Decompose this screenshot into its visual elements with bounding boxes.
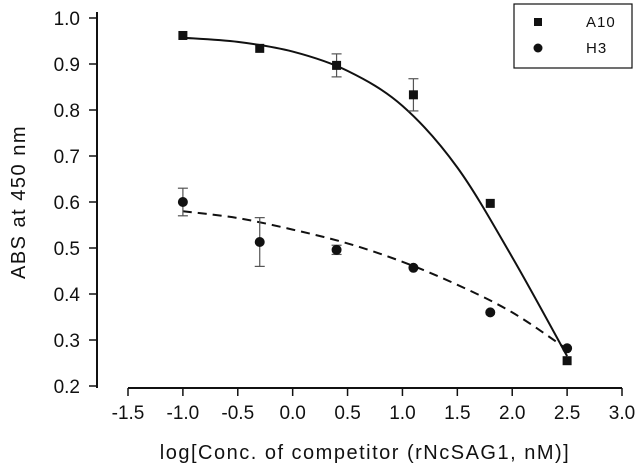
x-tick-label: -1.5 (112, 403, 145, 424)
y-tick-label: 0.8 (54, 101, 80, 122)
series-line (182, 210, 568, 351)
data-point (332, 60, 342, 70)
x-tick-label: 2.5 (554, 403, 580, 424)
data-point (485, 307, 496, 318)
x-axis-title: log[Conc. of competitor (rNcSAG1, nM)] (160, 442, 570, 464)
x-ticks: -1.5 -1.0 -0.5 0.0 0.5 1.0 1.5 2.0 2.5 3.0 (112, 388, 635, 424)
legend-label: A10 (586, 14, 616, 31)
y-ticks: 0.2 0.3 0.4 0.5 0.6 0.7 0.8 0.9 1.0 (54, 9, 97, 398)
data-point (254, 237, 265, 248)
y-axis-title: ABS at 450 nm (8, 125, 30, 279)
legend-label: H3 (586, 40, 607, 57)
x-tick-label: 3.0 (609, 403, 635, 424)
series-h3 (177, 187, 573, 354)
data-point (562, 343, 573, 354)
y-tick-label: 0.9 (54, 55, 80, 76)
plot-area: -1.5 -1.0 -0.5 0.0 0.5 1.0 1.5 2.0 2.5 3.0 0.2 0.3… (54, 9, 636, 424)
x-tick-label: -1.0 (167, 403, 200, 424)
legend-marker (533, 43, 543, 53)
data-point (408, 90, 418, 100)
x-tick-label: 2.0 (499, 403, 525, 424)
data-point (177, 197, 188, 207)
x-tick-label: 1.5 (444, 403, 470, 424)
y-tick-label: 0.2 (54, 377, 80, 398)
y-tick-label: 0.3 (54, 331, 80, 352)
legend-item-h3: H3 (533, 40, 607, 57)
y-tick-label: 0.6 (54, 193, 80, 214)
y-tick-label: 0.5 (54, 239, 80, 260)
series-line (182, 36, 568, 357)
data-point (255, 43, 265, 53)
legend-marker (534, 18, 542, 26)
x-tick-label: 1.0 (389, 403, 415, 424)
data-point (485, 198, 495, 208)
legend-item-a10: A10 (534, 14, 616, 31)
y-tick-label: 0.7 (54, 147, 80, 168)
series-a10 (178, 30, 572, 366)
legend-items: A10 H3 (533, 14, 616, 57)
data-point (562, 356, 572, 366)
data-point (331, 244, 342, 255)
data-point (408, 262, 419, 273)
series-layer (177, 30, 573, 366)
x-tick-label: 0.0 (279, 403, 305, 424)
data-point (178, 30, 188, 40)
legend: A10 H3 (513, 3, 633, 69)
x-tick-label: 0.5 (334, 403, 360, 424)
y-tick-label: 1.0 (54, 9, 80, 30)
legend-box (513, 3, 633, 69)
x-tick-label: -0.5 (221, 403, 254, 424)
y-tick-label: 0.4 (54, 285, 81, 306)
